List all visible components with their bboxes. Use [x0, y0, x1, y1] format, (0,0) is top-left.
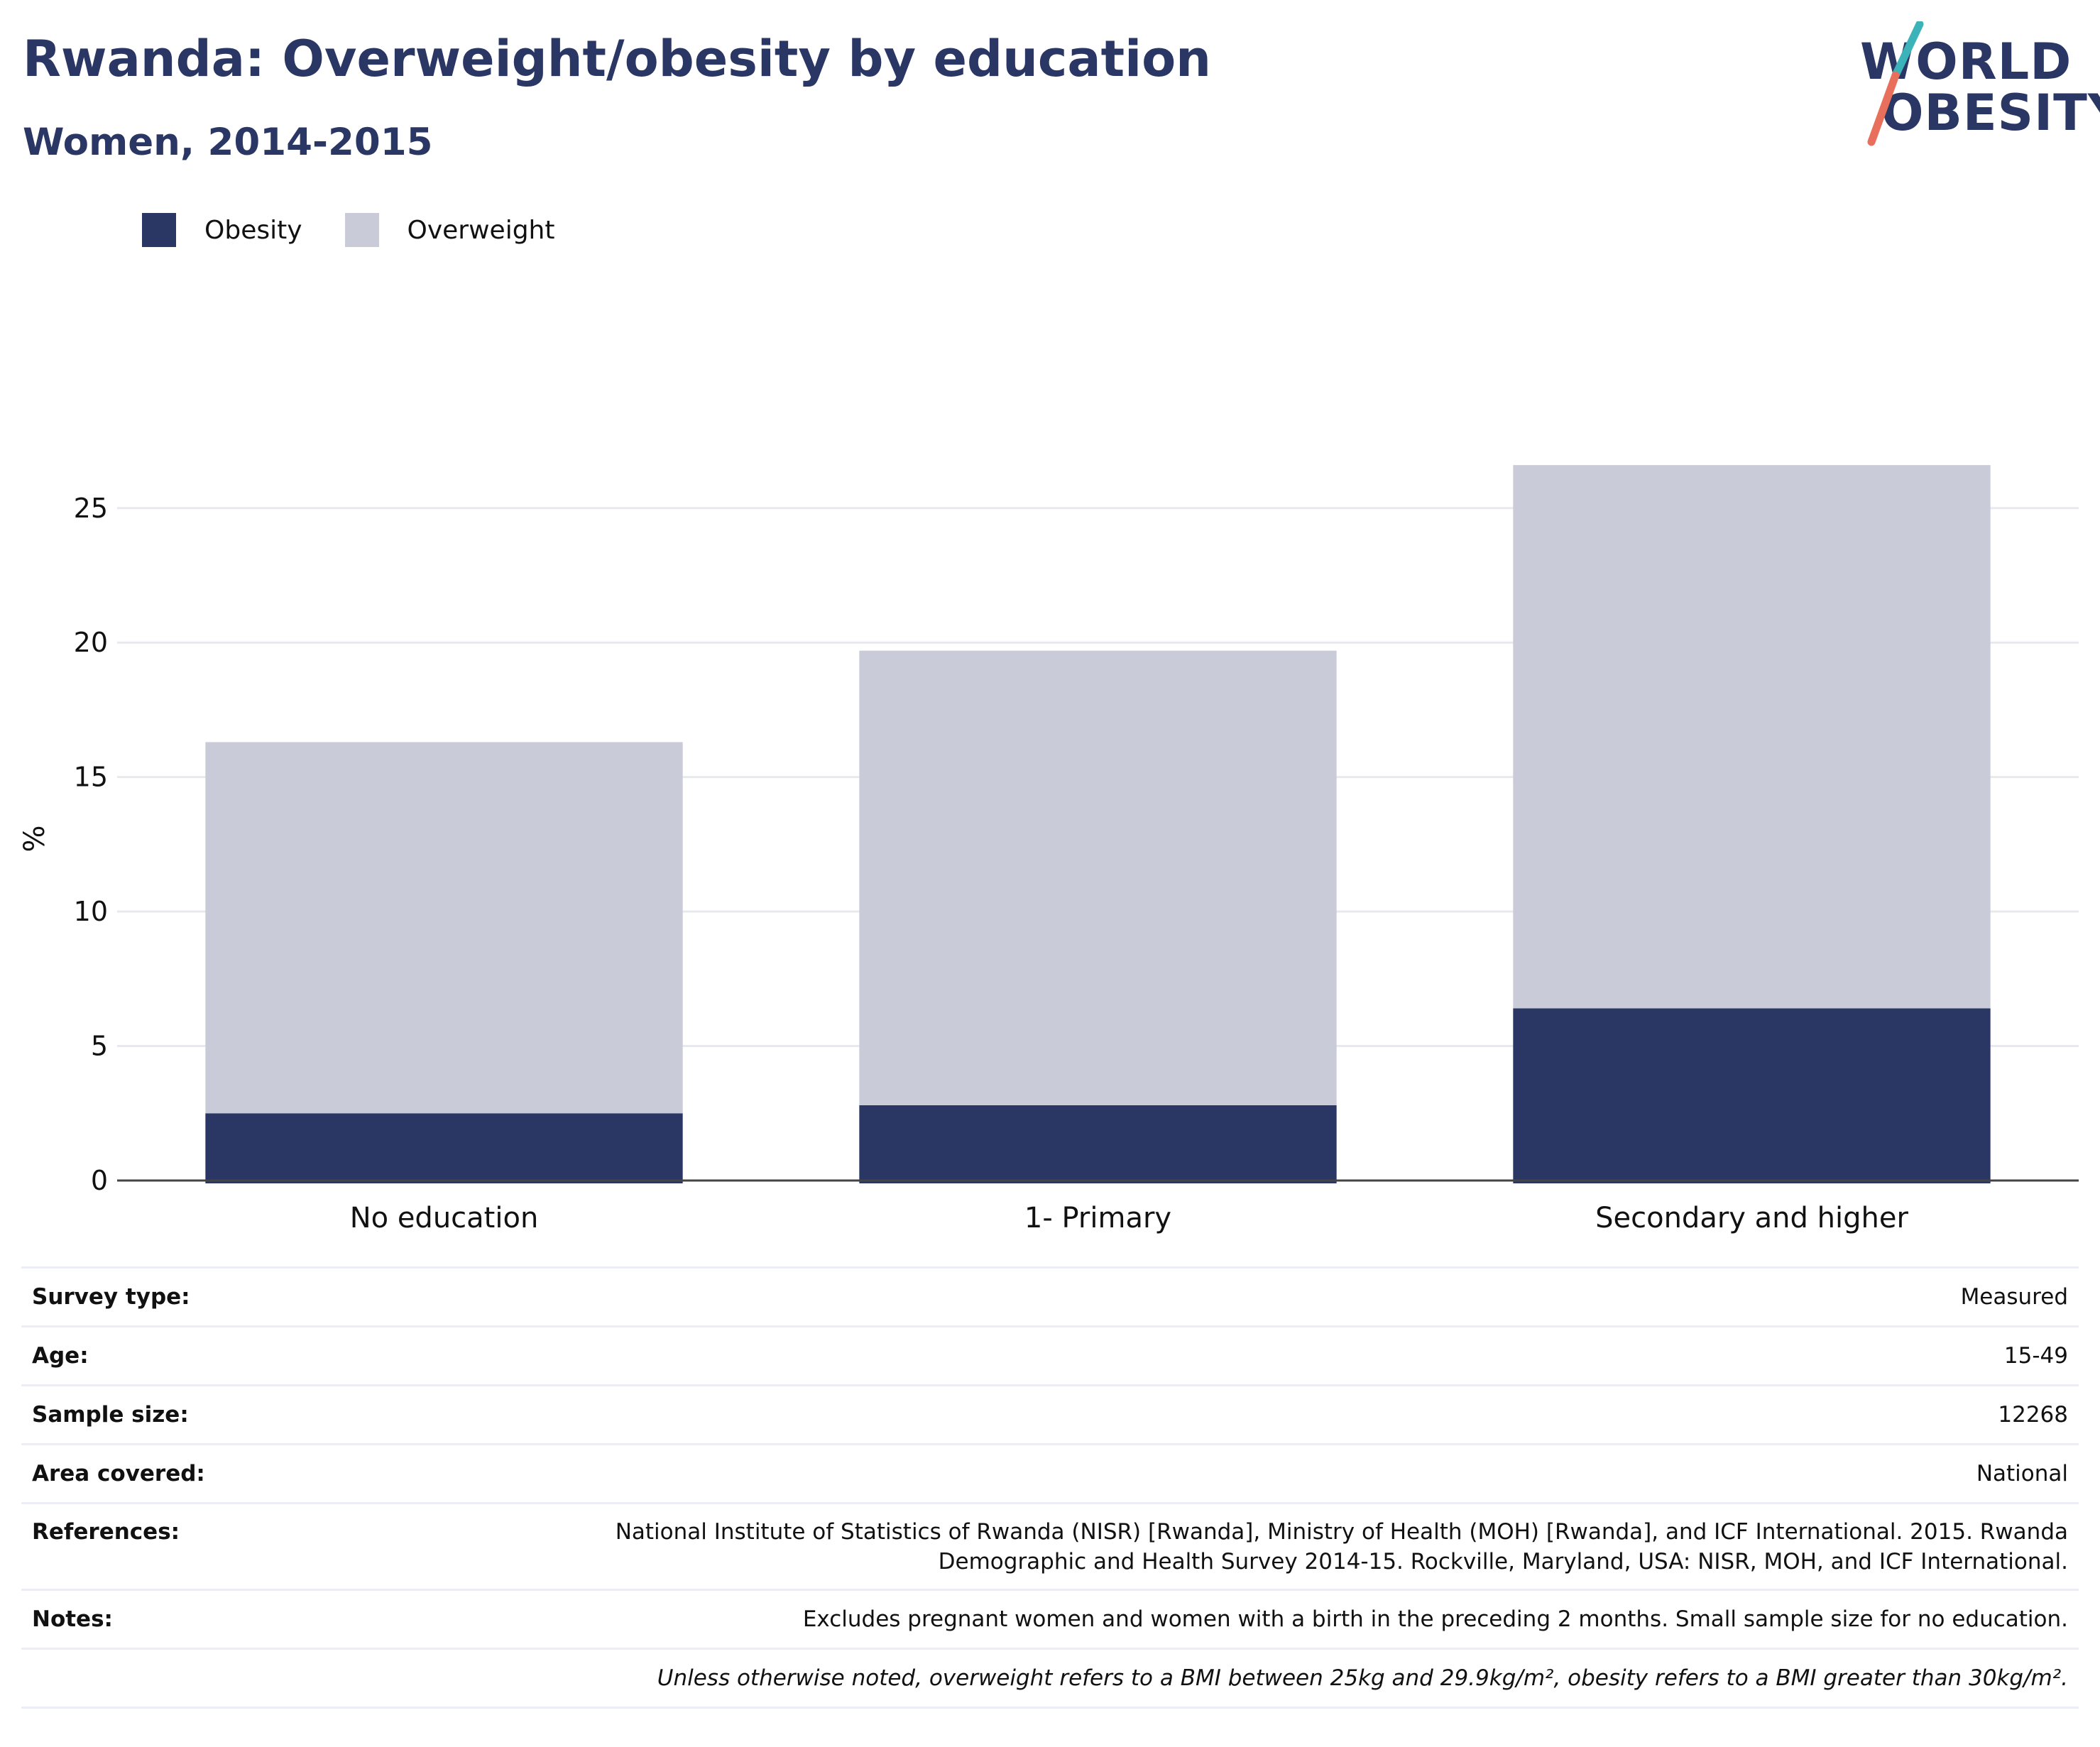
- bar-obesity: [1513, 1008, 1991, 1183]
- y-tick-label: 25: [74, 493, 108, 524]
- meta-row-notes: Notes: Excludes pregnant women and women…: [21, 1589, 2079, 1648]
- page-title: Rwanda: Overweight/obesity by education: [23, 30, 1212, 88]
- meta-value: Excludes pregnant women and women with a…: [802, 1606, 2068, 1632]
- y-axis-label: %: [18, 825, 51, 852]
- meta-value: 15-49: [2003, 1343, 2068, 1369]
- legend-label-obesity: Obesity: [204, 215, 302, 245]
- meta-label: Age:: [32, 1343, 89, 1369]
- bmi-definition-footnote: Unless otherwise noted, overweight refer…: [657, 1665, 2068, 1691]
- bar-overweight: [859, 650, 1337, 1105]
- meta-row-footnote: Unless otherwise noted, overweight refer…: [21, 1648, 2079, 1709]
- x-tick-label: No education: [350, 1202, 539, 1234]
- meta-row-sample-size: Sample size: 12268: [21, 1384, 2079, 1443]
- bar-obesity: [859, 1105, 1337, 1183]
- legend-label-overweight: Overweight: [407, 215, 555, 245]
- logo-slash-icon: [1867, 21, 1924, 146]
- legend-item-overweight[interactable]: Overweight: [344, 213, 555, 247]
- meta-label: Survey type:: [32, 1284, 190, 1310]
- x-tick-label: 1- Primary: [1024, 1202, 1171, 1234]
- meta-value: 12268: [1998, 1402, 2068, 1428]
- meta-value: National Institute of Statistics of Rwan…: [616, 1517, 2068, 1577]
- y-tick-label: 20: [74, 627, 108, 658]
- survey-info-table: Survey type: Measured Age: 15-49 Sample …: [21, 1266, 2079, 1709]
- meta-row-area-covered: Area covered: National: [21, 1443, 2079, 1502]
- y-tick-label: 10: [74, 896, 108, 927]
- meta-row-survey-type: Survey type: Measured: [21, 1266, 2079, 1325]
- logo-line-2: OBESITY: [1881, 84, 2100, 142]
- legend-swatch-obesity: [142, 213, 176, 247]
- bar-overweight: [1513, 465, 1991, 1009]
- meta-label: Area covered:: [32, 1461, 205, 1486]
- reference-line-2: Demographic and Health Survey 2014-15. R…: [938, 1549, 2068, 1575]
- meta-value: Measured: [1960, 1284, 2068, 1310]
- x-tick-label: Secondary and higher: [1595, 1202, 1908, 1234]
- bar-overweight: [205, 742, 683, 1114]
- legend-item-obesity[interactable]: Obesity: [142, 213, 302, 247]
- y-tick-label: 15: [74, 762, 108, 793]
- y-tick-label: 5: [91, 1031, 108, 1062]
- meta-value: National: [1976, 1461, 2068, 1486]
- reference-line-1: National Institute of Statistics of Rwan…: [615, 1519, 2068, 1545]
- page-subtitle: Women, 2014-2015: [23, 121, 433, 164]
- meta-row-age: Age: 15-49: [21, 1325, 2079, 1384]
- y-tick-label: 0: [91, 1165, 108, 1196]
- world-obesity-logo: WORLD OBESITY: [1846, 21, 2100, 149]
- meta-label: Sample size:: [32, 1402, 189, 1428]
- bar-obesity: [205, 1113, 683, 1183]
- stacked-bar-chart: 0 5 10 15 20 25% No education 1- Primary Seconda…: [18, 465, 2079, 1234]
- meta-label: References:: [32, 1519, 180, 1545]
- meta-label: Notes:: [32, 1606, 113, 1632]
- legend-swatch-overweight: [344, 213, 379, 247]
- meta-row-references: References: National Institute of Statis…: [21, 1502, 2079, 1589]
- chart-legend: Obesity Overweight: [142, 213, 597, 247]
